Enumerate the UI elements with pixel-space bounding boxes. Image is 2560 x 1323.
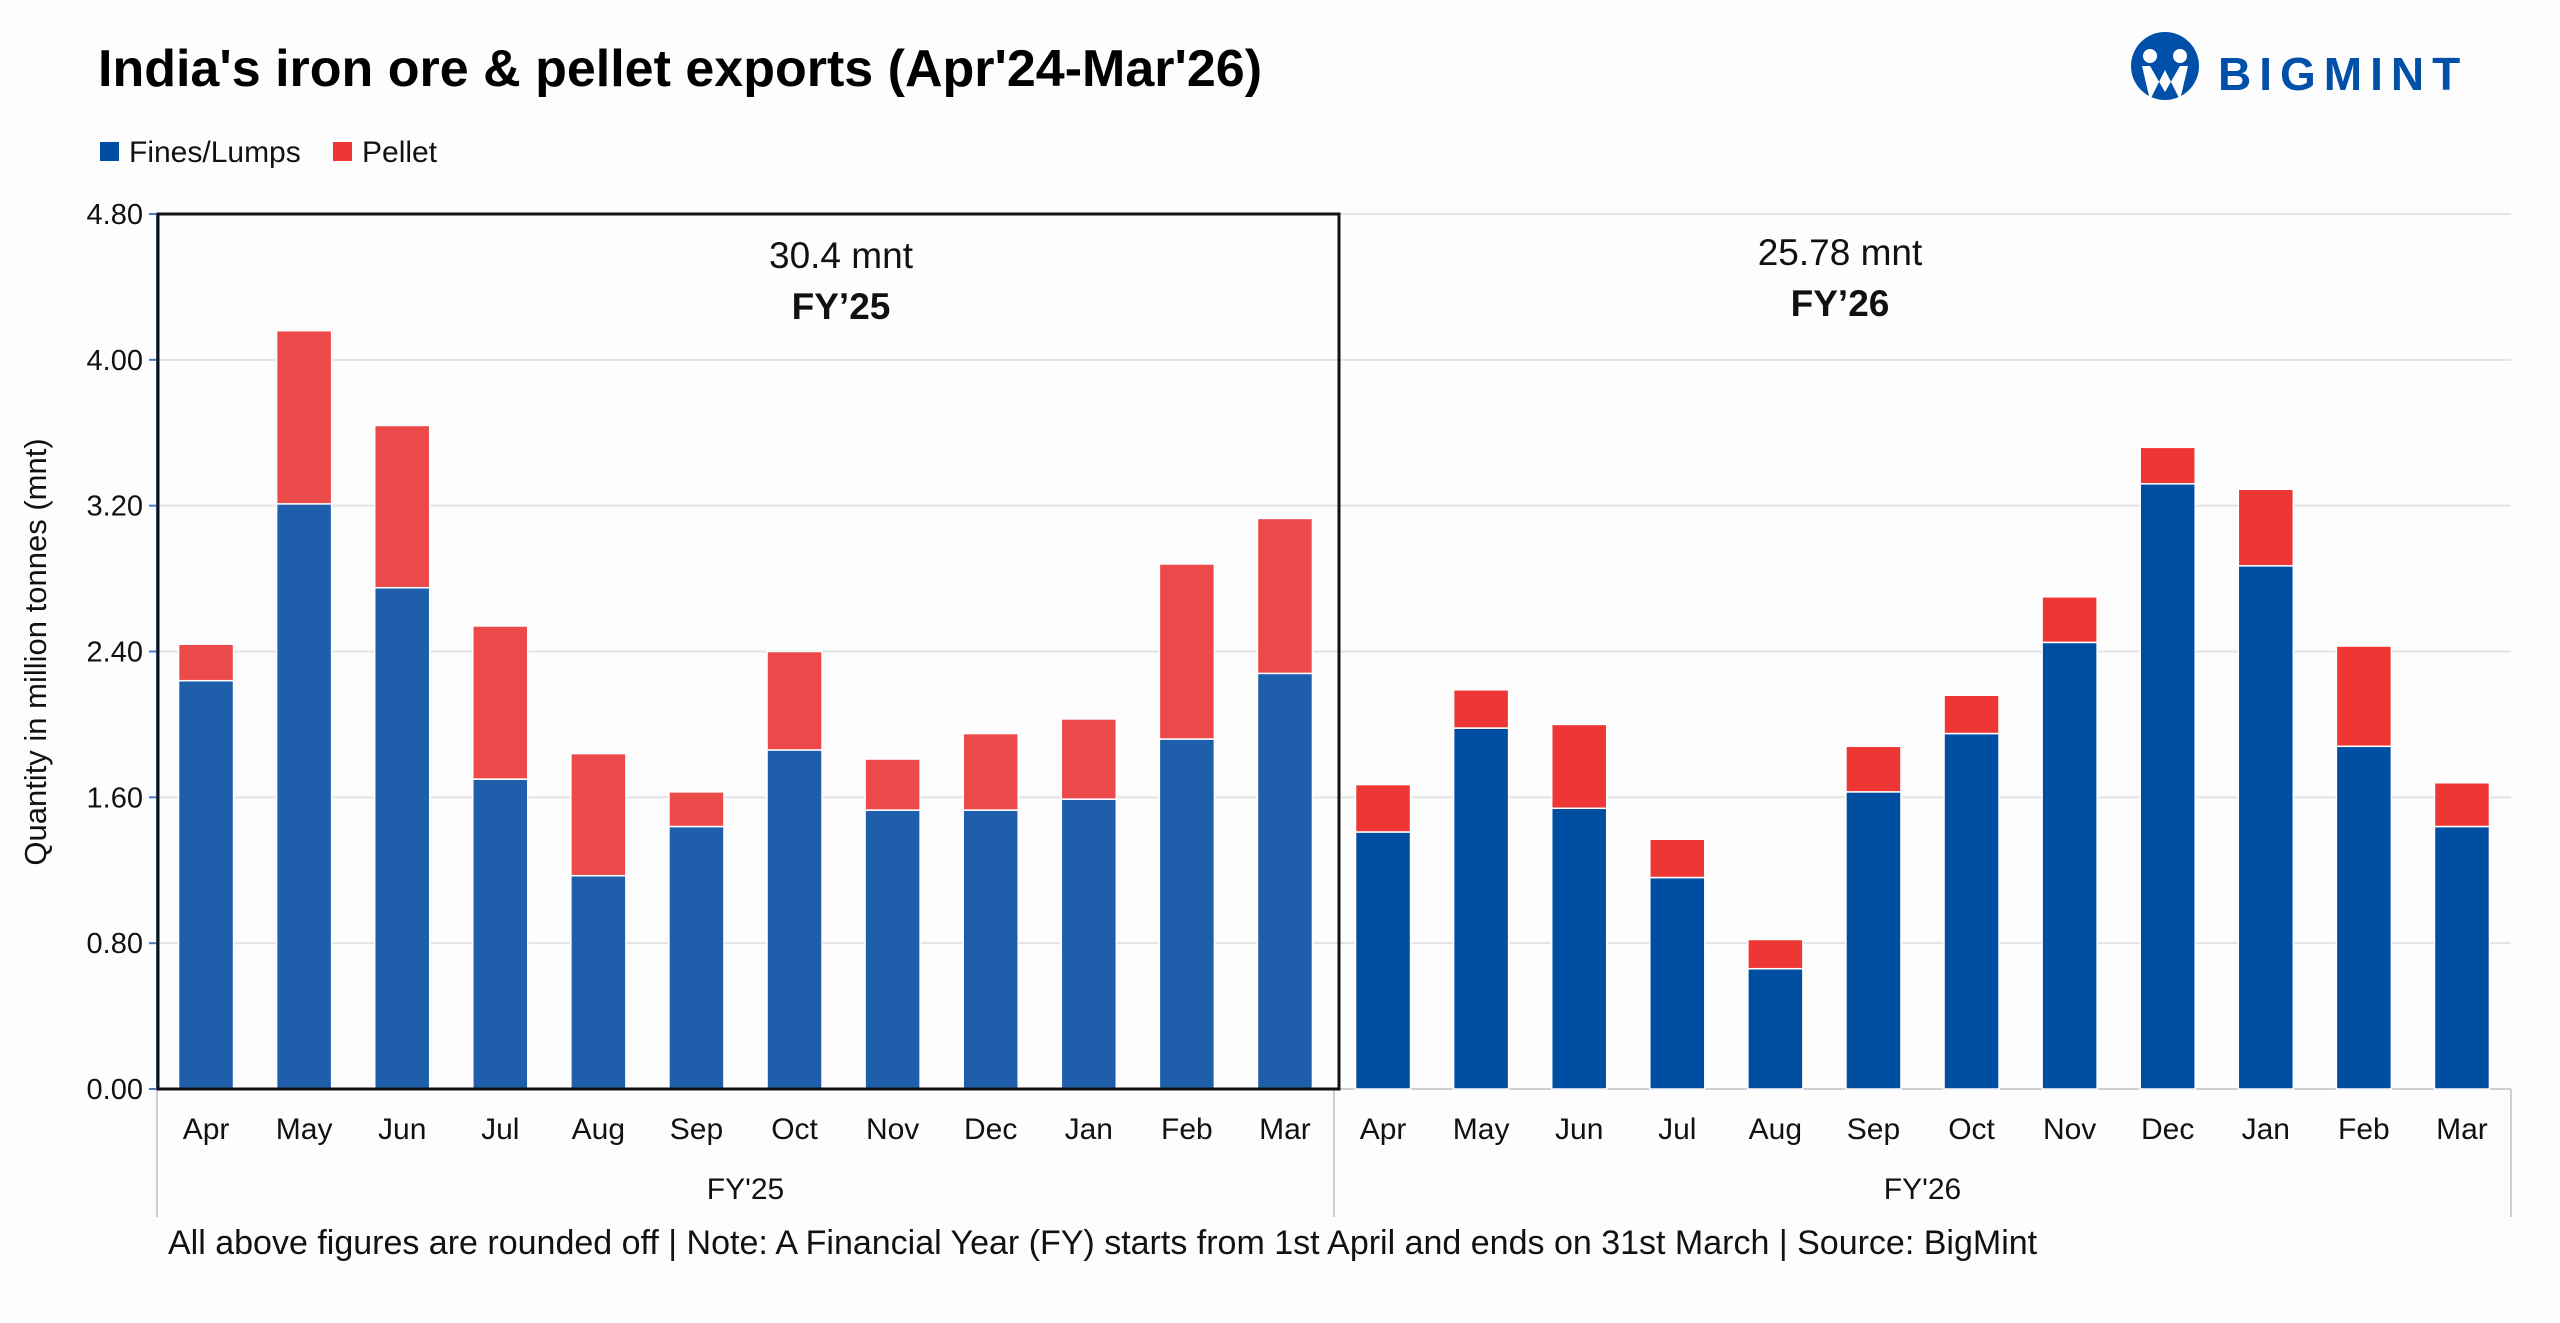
fy26-label: FY’26: [1791, 283, 1890, 324]
bar-pellet-fy25-may: [275, 329, 333, 505]
x-tick-label: Dec: [2141, 1113, 2194, 1146]
legend-swatch-fines: [100, 142, 119, 161]
y-axis-title: Quantity in million tonnes (mnt): [18, 438, 53, 865]
bar-fines-lumps-fy25-mar: [1256, 672, 1314, 1090]
bar-pellet-fy25-jul: [472, 625, 529, 780]
bar-pellet-fy25-dec: [962, 732, 1019, 811]
x-tick-label: Sep: [1847, 1113, 1900, 1146]
x-tick-label: Sep: [670, 1113, 723, 1146]
bar-fines-lumps-fy26-mar: [2433, 825, 2491, 1090]
x-tick-label: Feb: [1161, 1113, 1213, 1146]
y-tick-label: 0.00: [87, 1074, 143, 1106]
footer-note: All above figures are rounded off | Note…: [168, 1224, 2038, 1262]
bar-fines-lumps-fy26-jun: [1550, 807, 1608, 1090]
bar-fines-lumps-fy26-aug: [1747, 967, 1804, 1090]
bar-fines-lumps-fy26-dec: [2139, 483, 2196, 1090]
bar-pellet-fy26-jul: [1649, 838, 1706, 879]
x-tick-label: Apr: [183, 1113, 230, 1146]
bar-fines-lumps-fy25-may: [275, 503, 333, 1090]
x-tick-label: Jan: [2242, 1113, 2290, 1146]
bigmint-logo-icon: [2131, 32, 2199, 100]
bar-pellet-fy26-sep: [1845, 745, 1902, 793]
y-tick-label: 4.00: [87, 345, 143, 377]
bar-pellet-fy26-mar: [2433, 782, 2491, 828]
y-tick-label: 1.60: [87, 782, 143, 814]
bar-fines-lumps-fy25-oct: [766, 749, 823, 1090]
x-tick-label: Aug: [572, 1113, 625, 1146]
x-tick-label: Oct: [771, 1113, 818, 1146]
chart-title: India's iron ore & pellet exports (Apr'2…: [98, 40, 1262, 98]
bar-pellet-fy25-aug: [570, 752, 627, 877]
legend-label-pellet: Pellet: [362, 136, 438, 169]
bar-fines-lumps-fy25-apr: [177, 679, 235, 1090]
bar-fines-lumps-fy26-apr: [1354, 831, 1412, 1090]
y-tick-label: 3.20: [87, 491, 143, 523]
x-tick-label: Jan: [1065, 1113, 1113, 1146]
logo: BIGMINT: [2131, 32, 2468, 100]
bar-pellet-fy26-apr: [1354, 783, 1412, 833]
bar-pellet-fy25-apr: [177, 643, 235, 682]
bar-pellet-fy26-may: [1452, 689, 1510, 729]
x-tick-label: Mar: [2436, 1113, 2488, 1146]
bar-pellet-fy26-dec: [2139, 446, 2196, 485]
bar-pellet-fy26-feb: [2335, 645, 2393, 748]
logo-text: BIGMINT: [2218, 48, 2468, 100]
bar-pellet-fy25-mar: [1256, 517, 1314, 675]
x-tick-label: Jul: [481, 1113, 519, 1146]
bar-fines-lumps-fy26-sep: [1845, 791, 1902, 1090]
x-group-label: FY'26: [1884, 1173, 1961, 1206]
x-tick-label: Oct: [1948, 1113, 1995, 1146]
x-tick-label: Apr: [1360, 1113, 1407, 1146]
x-tick-label: Aug: [1749, 1113, 1802, 1146]
y-tick-label: 0.80: [87, 928, 143, 960]
fy25-label: FY’25: [792, 286, 891, 327]
fy25-highlight-box: [156, 212, 1341, 1091]
fy26-total-label: 25.78 mnt: [1758, 232, 1923, 273]
x-tick-label: Jun: [1555, 1113, 1603, 1146]
bar-fines-lumps-fy26-jan: [2237, 565, 2295, 1090]
bar-fines-lumps-fy25-sep: [668, 825, 725, 1090]
bar-fines-lumps-fy26-oct: [1943, 732, 2000, 1090]
legend-swatch-pellet: [333, 142, 352, 161]
bar-pellet-fy25-feb: [1158, 563, 1216, 740]
bar-pellet-fy25-jan: [1060, 718, 1118, 800]
legend: Fines/Lumps Pellet: [100, 136, 438, 169]
bar-fines-lumps-fy25-jun: [373, 586, 431, 1090]
bar-fines-lumps-fy25-dec: [962, 809, 1019, 1090]
bar-fines-lumps-fy25-feb: [1158, 738, 1216, 1090]
bar-pellet-fy26-jan: [2237, 488, 2295, 567]
bar-fines-lumps-fy26-may: [1452, 727, 1510, 1090]
bar-fines-lumps-fy25-jul: [472, 778, 529, 1090]
x-tick-label: Nov: [866, 1113, 919, 1146]
x-tick-label: May: [1453, 1113, 1510, 1146]
bar-fines-lumps-fy26-nov: [2041, 641, 2098, 1090]
bar-pellet-fy26-nov: [2041, 596, 2098, 644]
bar-pellet-fy26-oct: [1943, 694, 2000, 735]
x-tick-label: Dec: [964, 1113, 1017, 1146]
bar-pellet-fy25-jun: [373, 424, 431, 589]
bar-pellet-fy25-oct: [766, 650, 823, 751]
bar-pellet-fy26-aug: [1747, 938, 1804, 970]
x-tick-label: May: [276, 1113, 333, 1146]
bar-fines-lumps-fy25-aug: [570, 874, 627, 1090]
x-group-label: FY'25: [707, 1173, 784, 1206]
x-tick-label: Jun: [378, 1113, 426, 1146]
y-tick-label: 2.40: [87, 637, 143, 669]
bar-pellet-fy25-sep: [668, 791, 725, 828]
bar-pellet-fy26-jun: [1550, 723, 1608, 810]
x-tick-label: Feb: [2338, 1113, 2390, 1146]
fy25-total-label: 30.4 mnt: [769, 235, 914, 276]
bar-fines-lumps-fy25-jan: [1060, 798, 1118, 1090]
bar-pellet-fy25-nov: [864, 758, 921, 811]
x-tick-label: Jul: [1658, 1113, 1696, 1146]
y-tick-label: 4.80: [87, 199, 143, 231]
bar-fines-lumps-fy25-nov: [864, 809, 921, 1090]
x-tick-label: Nov: [2043, 1113, 2096, 1146]
bar-fines-lumps-fy26-feb: [2335, 745, 2393, 1090]
bar-fines-lumps-fy26-jul: [1649, 876, 1706, 1090]
x-tick-label: Mar: [1259, 1113, 1311, 1146]
legend-label-fines: Fines/Lumps: [129, 136, 301, 169]
